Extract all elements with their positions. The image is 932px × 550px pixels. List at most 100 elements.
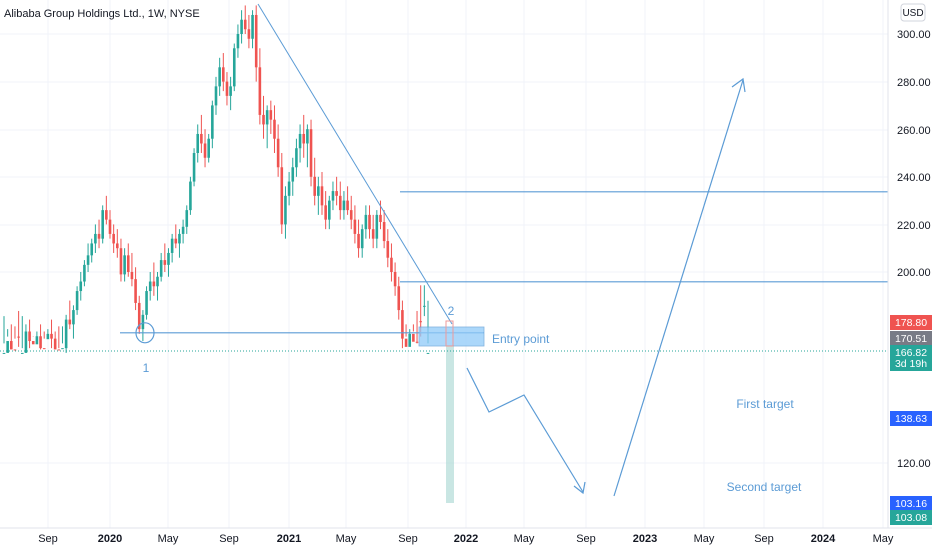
candle [225, 72, 229, 106]
candle-body [192, 153, 196, 182]
candle [207, 133, 210, 163]
candle [72, 305, 75, 339]
candle-body [302, 133, 306, 144]
price-tag: 170.51 [890, 331, 932, 346]
candle [192, 148, 196, 187]
candle-body [50, 333, 53, 339]
candle [39, 324, 42, 350]
candle-body [126, 255, 130, 272]
label-first-target: First target [736, 397, 794, 411]
candle [126, 243, 130, 277]
candle-body [375, 214, 379, 239]
candle-body [408, 333, 412, 347]
candle [97, 219, 101, 249]
candle-body [382, 222, 386, 242]
candle-body [222, 67, 225, 82]
label-point-2: 2 [448, 304, 455, 318]
candle-body [116, 243, 119, 249]
candle [240, 10, 243, 44]
candle-body [218, 67, 221, 87]
candle [273, 105, 276, 153]
price-tag-label: 103.16 [895, 498, 927, 510]
candle [185, 205, 189, 234]
price-tag-bg [890, 315, 932, 330]
candle-body [360, 229, 364, 249]
time-axis[interactable]: Sep 2020 May Sep 2021 May Sep 2022 May Sep 2023 May… [0, 527, 932, 545]
y-tick-label: 300.00 [897, 29, 931, 41]
drawings[interactable]: 1 2 Entry point First target Second target [0, 3, 888, 497]
chart-grid [0, 0, 888, 528]
candle-body [42, 348, 46, 350]
x-tick-label: May [158, 533, 179, 545]
price-tag-label: 138.63 [895, 413, 927, 425]
candle [357, 219, 360, 258]
candle-body [108, 219, 112, 234]
candle-body [97, 233, 101, 239]
candle-body [298, 133, 302, 149]
candle [116, 229, 119, 258]
candle [338, 181, 342, 220]
candle [287, 172, 291, 206]
candle-body [404, 338, 408, 347]
candle [247, 14, 251, 49]
candle-body [20, 352, 24, 354]
price-axis[interactable]: 300.00 280.00 260.00 240.00 220.00 200.00 120.… [887, 0, 932, 528]
candle [320, 172, 324, 215]
candle [331, 181, 335, 211]
x-tick-label: 2020 [98, 533, 122, 545]
candle [295, 138, 298, 177]
candle [94, 224, 97, 253]
candle-body [346, 200, 349, 211]
candle-body [412, 333, 415, 342]
candle-body [280, 167, 284, 225]
candle-body [262, 114, 265, 125]
y-tick-label: 120.00 [897, 458, 931, 470]
candle [112, 224, 115, 253]
candle [408, 329, 412, 347]
x-tick-label: Sep [38, 533, 58, 545]
candle-body [371, 229, 375, 239]
candle [415, 310, 419, 344]
candle [342, 191, 346, 220]
x-tick-label: May [873, 533, 894, 545]
candle-body [247, 29, 251, 39]
candle-body [163, 260, 167, 265]
candle-body [265, 110, 269, 125]
candle [284, 186, 287, 239]
x-tick-label: Sep [754, 533, 774, 545]
candle-body [236, 34, 240, 49]
candle [390, 243, 393, 282]
candle [375, 210, 379, 249]
candle-body [415, 341, 419, 343]
candle [31, 336, 35, 345]
candle [57, 326, 61, 351]
y-tick-label: 240.00 [897, 172, 931, 184]
candle [119, 238, 123, 282]
candle-body [397, 286, 401, 311]
candle [335, 176, 338, 206]
candle-body [324, 205, 327, 220]
price-tag: 138.63 [890, 411, 932, 426]
price-tag-label: 170.51 [895, 333, 927, 345]
candle-body [276, 138, 280, 168]
projection-path-up [613, 79, 744, 497]
label-entry-point: Entry point [492, 332, 550, 346]
candle-body [196, 133, 200, 153]
candle [397, 276, 401, 320]
candle [306, 124, 309, 168]
candle [222, 53, 225, 92]
currency-button[interactable]: USD [900, 3, 926, 22]
candle [105, 195, 108, 225]
entry-box [418, 326, 485, 347]
candle-body [185, 210, 189, 227]
candle-body [269, 110, 273, 120]
candle-body [331, 191, 335, 201]
candle [386, 229, 390, 268]
candle [174, 224, 178, 249]
candle [368, 205, 371, 239]
price-tag-label: 166.82 [895, 347, 927, 359]
candle-body [309, 129, 313, 177]
candle [280, 153, 284, 234]
candle [393, 262, 397, 296]
